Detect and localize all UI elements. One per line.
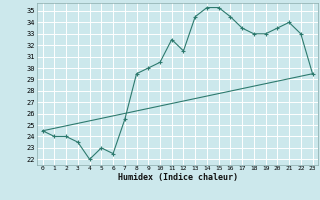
X-axis label: Humidex (Indice chaleur): Humidex (Indice chaleur) [118,173,237,182]
